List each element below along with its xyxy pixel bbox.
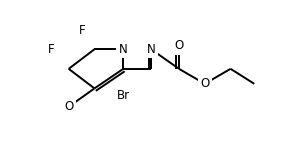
- Text: Br: Br: [117, 89, 130, 102]
- Text: O: O: [200, 77, 209, 90]
- Text: F: F: [79, 24, 85, 37]
- Text: N: N: [119, 43, 128, 56]
- Text: F: F: [48, 43, 54, 56]
- Text: O: O: [64, 100, 73, 113]
- Text: N: N: [147, 43, 156, 56]
- Text: O: O: [174, 39, 184, 52]
